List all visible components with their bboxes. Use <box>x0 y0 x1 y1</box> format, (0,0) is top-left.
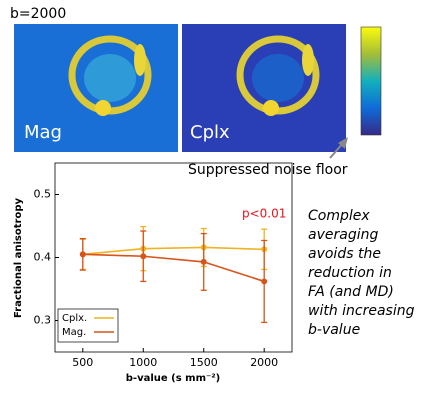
colorbar <box>361 27 381 135</box>
marker <box>140 253 146 259</box>
caption-line: b-value <box>308 322 360 338</box>
x-tick-label: 1000 <box>129 356 157 369</box>
image-label: Cplx <box>190 122 230 143</box>
y-axis-label: Fractional anisotropy <box>13 198 24 319</box>
marker <box>80 251 86 257</box>
figure: b=2000 Mag Cplx Suppressed noise floor C… <box>0 0 433 389</box>
legend-label: Mag. <box>62 327 86 338</box>
panel-title: b=2000 <box>10 6 66 22</box>
y-tick-label: 0.3 <box>34 314 52 327</box>
annotation: p<0.01 <box>242 207 286 221</box>
series-line <box>83 254 264 281</box>
caption-line: FA (and MD) <box>308 284 394 300</box>
marker <box>201 259 207 265</box>
x-axis-label: b-value (s mm⁻²) <box>126 373 220 384</box>
y-tick-label: 0.4 <box>34 251 52 264</box>
x-tick-label: 1500 <box>190 356 218 369</box>
caption: Complex averaging avoids the reduction in FA… <box>308 208 415 338</box>
caption-line: avoids the <box>308 246 381 262</box>
x-tick-label: 500 <box>72 356 93 369</box>
image-label: Mag <box>24 122 62 143</box>
marker <box>261 278 267 284</box>
legend-label: Cplx. <box>62 313 87 324</box>
caption-line: with increasing <box>308 303 415 319</box>
caption-line: reduction in <box>308 265 392 281</box>
x-tick-label: 2000 <box>250 356 278 369</box>
series-line <box>83 247 264 254</box>
caption-line: averaging <box>308 227 378 243</box>
y-tick-label: 0.5 <box>34 188 52 201</box>
image-annotation: Suppressed noise floor <box>188 162 348 178</box>
chart: Fractional anisotropy b-value (s mm⁻²) 0… <box>13 163 292 384</box>
caption-line: Complex <box>308 208 370 224</box>
